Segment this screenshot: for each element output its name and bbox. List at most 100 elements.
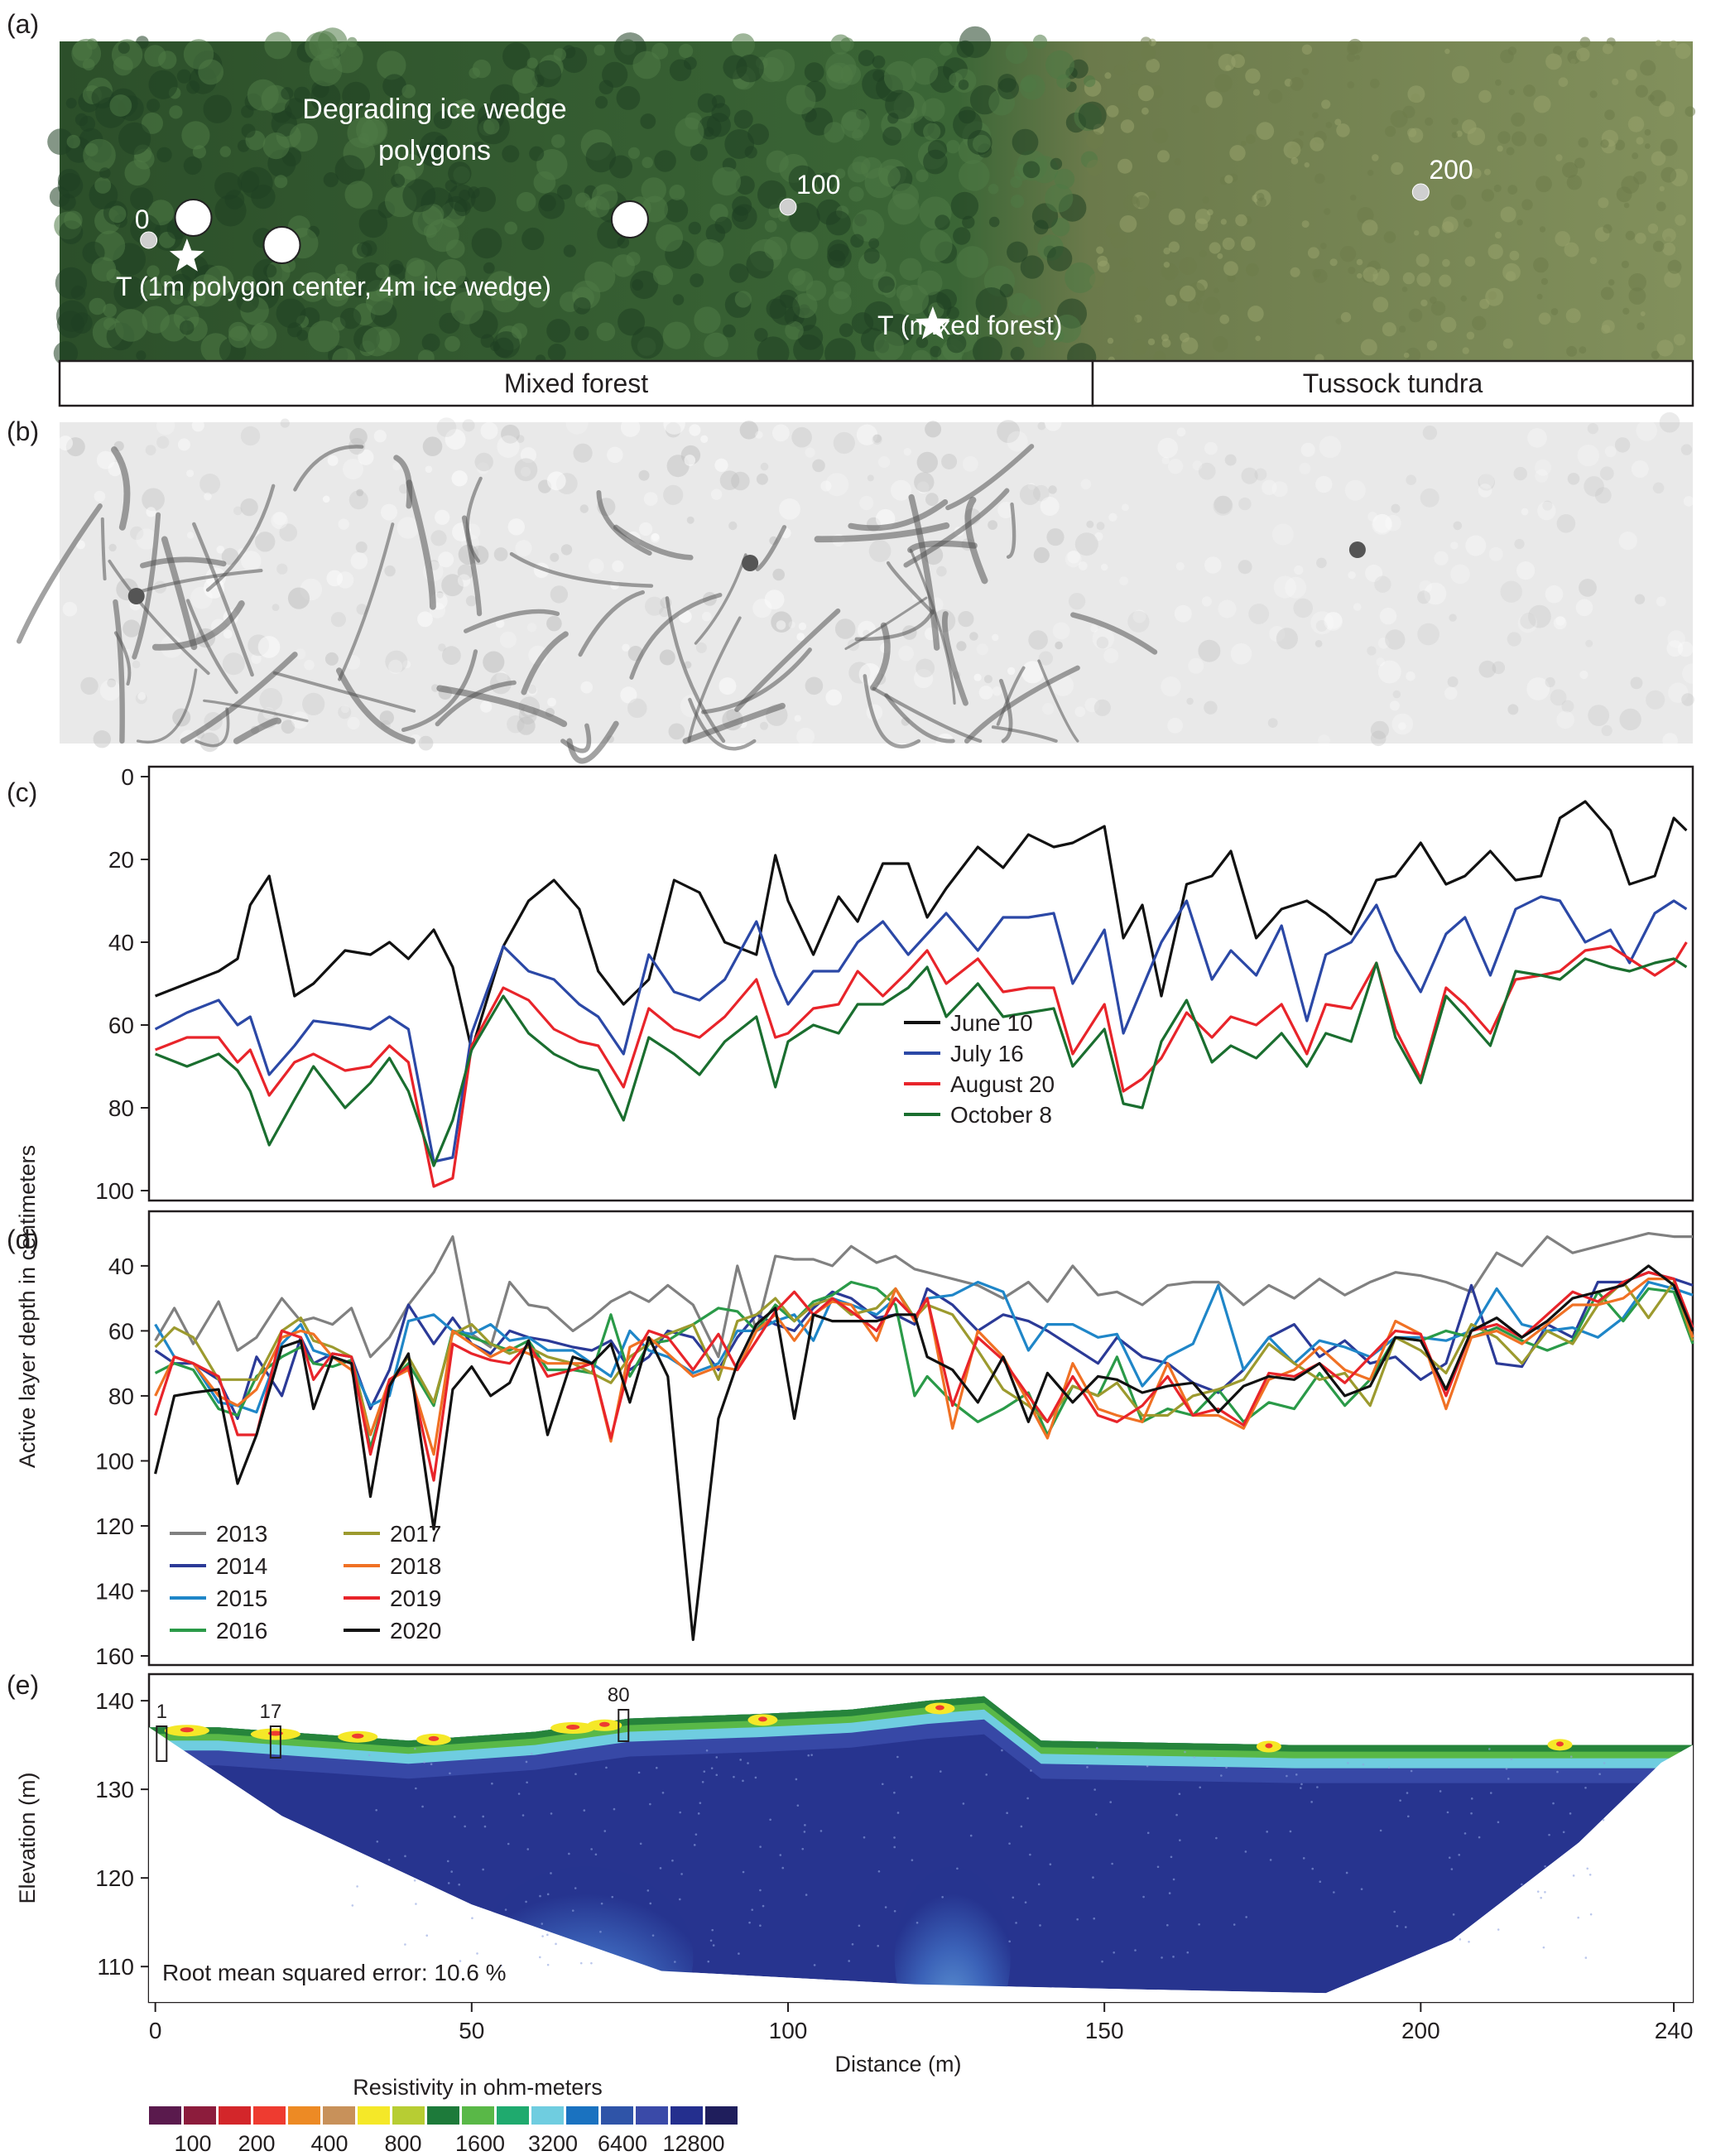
mesh-node <box>893 1836 896 1839</box>
vegetation-patch <box>89 297 106 315</box>
hillshade-speckle <box>1204 556 1222 574</box>
hillshade-speckle <box>388 659 403 675</box>
high-resistivity-core <box>180 1727 194 1733</box>
vegetation-patch <box>526 57 538 69</box>
hillshade-speckle <box>1028 630 1048 650</box>
hillshade-speckle <box>276 563 288 575</box>
vegetation-patch <box>828 249 846 268</box>
hillshade-speckle <box>1385 514 1401 532</box>
vegetation-patch <box>916 335 929 349</box>
hillshade-speckle <box>1192 460 1203 471</box>
hillshade-speckle <box>94 490 106 503</box>
distance-marker-dot <box>140 231 158 249</box>
vegetation-patch <box>264 31 292 60</box>
hillshade-speckle <box>451 470 468 487</box>
hillshade-speckle <box>425 465 433 474</box>
vegetation-patch <box>1625 230 1636 241</box>
hillshade-speckle <box>107 678 117 688</box>
hillshade-speckle <box>142 488 166 512</box>
vegetation-patch <box>1245 68 1261 84</box>
hillshade-speckle <box>1269 626 1286 642</box>
hillshade-speckle <box>627 698 647 719</box>
hillshade-speckle <box>925 421 942 438</box>
hillshade-speckle <box>1065 551 1082 568</box>
hillshade-speckle <box>1666 640 1684 657</box>
polygon-trough <box>140 556 227 569</box>
vegetation-patch <box>1471 168 1482 179</box>
vegetation-patch <box>1644 129 1651 136</box>
mesh-node <box>1001 1749 1003 1752</box>
hillshade-speckle <box>1074 706 1086 717</box>
hillshade-speckle <box>1584 476 1604 497</box>
vegetation-patch <box>1246 262 1259 277</box>
vegetation-patch <box>1130 196 1138 205</box>
hillshade-speckle <box>1527 428 1547 448</box>
vegetation-patch <box>1220 219 1227 225</box>
mesh-node <box>1345 1871 1348 1874</box>
hillshade-speckle <box>1198 462 1216 480</box>
hillshade-speckle <box>457 574 471 587</box>
hillshade-speckle <box>465 595 478 607</box>
hillshade-speckle <box>1406 671 1415 681</box>
hillshade-speckle <box>1585 639 1593 647</box>
hillshade-speckle <box>272 512 287 526</box>
mesh-node <box>387 1859 391 1861</box>
distance-marker-dot <box>779 198 797 216</box>
hillshade-speckle <box>1398 722 1406 730</box>
vegetation-patch <box>541 98 561 118</box>
hillshade-speckle <box>1007 667 1016 676</box>
mesh-node <box>1448 1856 1451 1859</box>
colorbar-tick-label: 400 <box>310 2131 348 2156</box>
colorbar-tick-label: 200 <box>238 2131 275 2156</box>
mesh-node <box>1024 1901 1027 1903</box>
mesh-node <box>1175 1813 1178 1817</box>
vegetation-patch <box>877 276 895 293</box>
vegetation-patch <box>57 172 84 199</box>
mesh-node <box>1586 1867 1589 1870</box>
vegetation-patch <box>347 36 358 48</box>
vegetation-patch <box>1224 175 1233 184</box>
vegetation-patch <box>729 263 749 283</box>
hillshade-speckle <box>1667 630 1685 648</box>
vegetation-patch <box>1647 223 1659 234</box>
vegetation-patch <box>640 113 656 129</box>
hillshade-speckle <box>684 661 692 669</box>
hillshade-speckle <box>1276 628 1298 650</box>
vegetation-patch <box>958 106 976 124</box>
vegetation-patch <box>169 105 183 119</box>
hillshade-speckle <box>1090 624 1098 633</box>
mesh-node <box>1584 1956 1588 1959</box>
mesh-node <box>482 1868 484 1871</box>
vegetation-patch <box>142 279 163 301</box>
vegetation-patch <box>1085 131 1104 150</box>
vegetation-patch <box>930 345 942 358</box>
mesh-node <box>1470 1812 1473 1815</box>
colorbar-swatch <box>392 2106 425 2125</box>
hillshade-speckle <box>1556 514 1576 533</box>
hillshade-speckle <box>668 723 685 740</box>
hillshade-speckle <box>341 705 349 714</box>
polygon-trough <box>848 499 949 532</box>
vegetation-patch <box>1511 112 1526 127</box>
hillshade-speckle <box>1500 580 1522 603</box>
mesh-node <box>1295 1773 1298 1776</box>
vegetation-patch <box>1053 314 1082 344</box>
mesh-node <box>747 1762 749 1764</box>
mesh-node <box>1184 1750 1186 1754</box>
polygon-trough <box>964 496 988 585</box>
vegetation-patch <box>641 177 666 203</box>
vegetation-patch <box>64 210 83 229</box>
vegetation-patch <box>1635 233 1646 244</box>
mesh-node <box>1544 1865 1546 1868</box>
mesh-node <box>1463 1832 1467 1835</box>
mesh-node <box>693 1844 696 1846</box>
vegetation-patch <box>1246 134 1256 144</box>
vegetation-patch <box>1402 105 1415 118</box>
mesh-node <box>1311 1867 1314 1870</box>
hillshade-speckle <box>241 551 262 571</box>
vegetation-patch <box>868 238 880 249</box>
polygon-trough <box>945 444 1035 511</box>
hillshade-speckle <box>1447 676 1459 687</box>
mesh-node <box>476 1952 478 1955</box>
vegetation-patch <box>1140 36 1152 48</box>
